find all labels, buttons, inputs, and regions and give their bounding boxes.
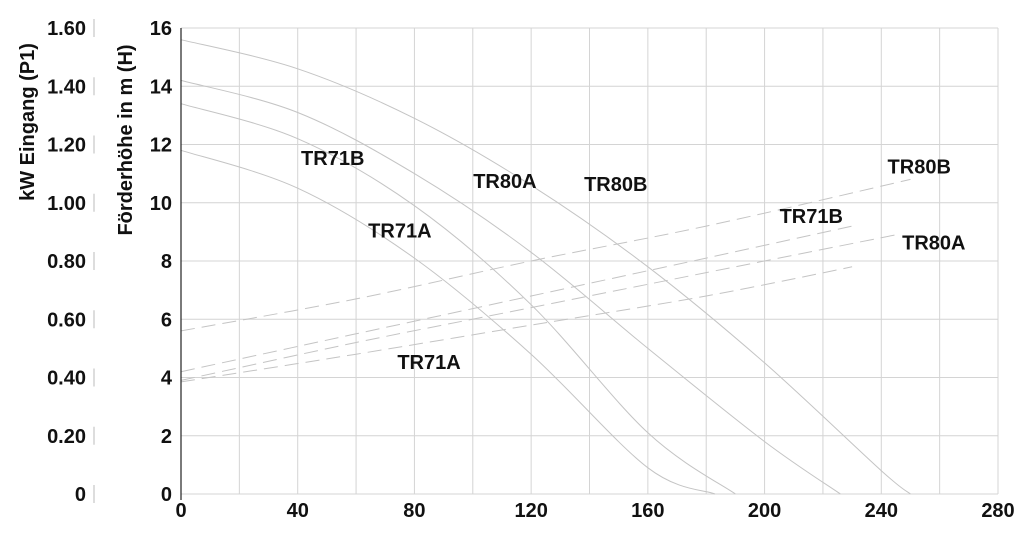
curve-label-tr80b: TR80B xyxy=(584,174,647,196)
power-curve-tr71a xyxy=(180,266,853,383)
power-curve-tr80a xyxy=(180,234,896,381)
y2-tick-label: 1.60 xyxy=(47,18,86,40)
y2-tick-label: 1.00 xyxy=(47,193,86,215)
y2-tick-label: 1.40 xyxy=(47,76,86,98)
x-tick-label: 200 xyxy=(748,500,781,522)
y2-tick-label: 1.20 xyxy=(47,135,86,157)
power-curves xyxy=(180,178,911,383)
power-curve-tr71b xyxy=(180,225,853,373)
x-tick-label: 120 xyxy=(514,500,547,522)
x-tick-label: 240 xyxy=(865,500,898,522)
y2-tick-label: 0.80 xyxy=(47,251,86,273)
y-tick-label: 2 xyxy=(161,426,172,448)
y2-tick-label: 0.60 xyxy=(47,309,86,331)
curve-label-tr71a: TR71A xyxy=(368,221,431,243)
head-curves xyxy=(180,39,911,495)
y2-axis-title: kW Eingang (P1) xyxy=(17,43,39,201)
y-tick-label: 10 xyxy=(150,193,172,215)
y-tick-label: 8 xyxy=(161,251,172,273)
y-tick-label: 14 xyxy=(150,76,173,98)
y-tick-label: 6 xyxy=(161,309,172,331)
curve-label-tr80a: TR80A xyxy=(473,171,536,193)
axes: 0 40 80 120 160 200 240 280024681012141600.200.… xyxy=(47,18,1015,522)
y2-tick-label: 0.20 xyxy=(47,426,86,448)
x-tick-label: 40 xyxy=(287,500,309,522)
head-curve-tr71a xyxy=(180,149,716,495)
curve-label-tr71b: TR71B xyxy=(780,206,843,228)
x-tick-label: 0 xyxy=(175,500,186,522)
y2-tick-label: 0.40 xyxy=(47,368,86,390)
y-tick-label: 0 xyxy=(161,484,172,506)
head-curve-tr71b xyxy=(180,103,736,495)
x-tick-label: 160 xyxy=(631,500,664,522)
head-curve-tr80b xyxy=(180,39,911,495)
y-axis-title: Förderhöhe in m (H) xyxy=(115,44,137,235)
y-tick-label: 12 xyxy=(150,135,172,157)
x-tick-label: 80 xyxy=(403,500,425,522)
curve-labels: TR71B TR71A TR80A TR80B TR80B TR71B TR80A TR71A xyxy=(301,148,965,374)
head-curve-tr80a xyxy=(180,79,841,495)
curve-label-tr80a: TR80A xyxy=(902,232,965,254)
curve-label-tr80b: TR80B xyxy=(888,157,951,179)
power-curve-tr80b xyxy=(180,178,911,332)
curve-label-tr71a: TR71A xyxy=(397,352,460,374)
grid xyxy=(180,27,999,495)
curve-label-tr71b: TR71B xyxy=(301,148,364,170)
y-tick-label: 16 xyxy=(150,18,172,40)
y2-tick-label: 0 xyxy=(75,484,86,506)
y-tick-label: 4 xyxy=(161,368,173,390)
x-tick-label: 280 xyxy=(981,500,1014,522)
